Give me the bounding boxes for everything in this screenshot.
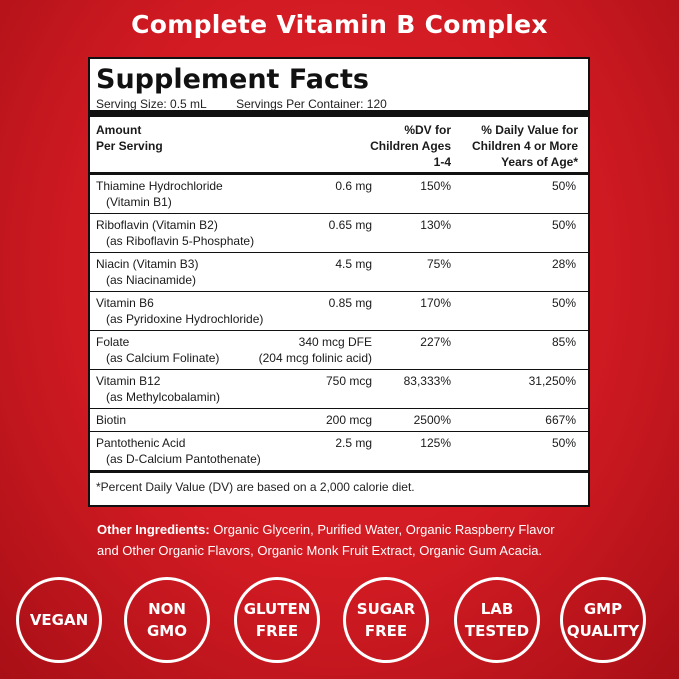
header-dv-older-line1: % Daily Value for: [481, 123, 578, 137]
nutrient-amount: 340 mcg DFE (204 mcg folinic acid): [259, 334, 372, 366]
nutrient-dv-older: 667%: [545, 413, 576, 427]
nutrient-amount: 2.5 mg: [335, 436, 372, 450]
certification-badges: VEGAN NON GMO GLUTEN FREE SUGAR FREE LAB…: [0, 577, 679, 677]
badge-line2: QUALITY: [566, 622, 640, 640]
badge-line2: GMO: [147, 622, 187, 640]
nutrient-name: Vitamin B6: [96, 296, 154, 310]
header-dv-older-line2: Children 4 or More: [471, 139, 578, 153]
badge-line2: FREE: [255, 622, 299, 640]
supplement-facts-panel: Supplement Facts Serving Size: 0.5 mL Se…: [88, 57, 590, 507]
nutrient-amount: 0.65 mg: [328, 218, 372, 232]
footnote: *Percent Daily Value (DV) are based on a…: [96, 480, 415, 494]
nutrient-source: (as Methylcobalamin): [106, 390, 221, 404]
nutrient-name: Riboflavin (Vitamin B2): [96, 218, 218, 232]
badge-line1: SUGAR: [356, 600, 416, 618]
nutrient-amount: 750 mcg: [325, 374, 372, 388]
table-row: Pantothenic Acid (as D-Calcium Pantothena…: [90, 432, 588, 473]
badge-line1: VEGAN: [29, 611, 89, 629]
badge-line1: GMP: [583, 600, 623, 618]
header-dv-children: %DV for Children Ages 1-4: [370, 122, 451, 170]
header-dv-children-line1: %DV for: [404, 123, 451, 137]
nutrient-source: (Vitamin B1): [106, 195, 172, 209]
nutrient-dv-older: 31,250%: [528, 374, 576, 388]
nutrient-name: Folate: [96, 335, 130, 349]
nutrient-dv-children: 75%: [426, 257, 451, 271]
nutrient-amount: 0.85 mg: [328, 296, 372, 310]
header-amount: Amount Per Serving: [96, 122, 163, 154]
nutrient-dv-children: 125%: [420, 436, 451, 450]
non-gmo-badge: NON GMO: [124, 577, 210, 663]
nutrient-dv-older: 50%: [551, 436, 576, 450]
gluten-free-badge: GLUTEN FREE: [234, 577, 320, 663]
table-row: Niacin (Vitamin B3) (as Niacinamide) 4.5 …: [90, 253, 588, 292]
nutrient-name: Vitamin B12: [96, 374, 161, 388]
servings-per-container: Servings Per Container: 120: [236, 97, 387, 111]
ingredients-text: Organic Glycerin, Purified Water, Organi…: [97, 522, 555, 558]
nutrient-dv-children: 150%: [420, 179, 451, 193]
ingredients-label: Other Ingredients:: [97, 522, 210, 537]
table-header: Amount Per Serving %DV for Children Ages…: [90, 117, 588, 175]
badge-line1: NON: [148, 600, 186, 618]
nutrient-dv-older: 50%: [551, 179, 576, 193]
header-dv-children-line3: 1-4: [433, 155, 451, 169]
nutrient-amount: 200 mcg: [325, 413, 372, 427]
nutrient-source: (as D-Calcium Pantothenate): [106, 452, 261, 466]
nutrient-amount: 4.5 mg: [335, 257, 372, 271]
table-row: Folate (as Calcium Folinate) 340 mcg DFE (…: [90, 331, 588, 370]
nutrient-name: Biotin: [96, 413, 127, 427]
table-row: Thiamine Hydrochloride (Vitamin B1) 0.6 m…: [90, 175, 588, 214]
lab-tested-badge: LAB TESTED: [454, 577, 540, 663]
nutrient-dv-older: 85%: [551, 335, 576, 349]
header-dv-older-line3: Years of Age*: [501, 155, 578, 169]
nutrient-dv-children: 130%: [420, 218, 451, 232]
table-row: Riboflavin (Vitamin B2) (as Riboflavin 5-…: [90, 214, 588, 253]
headline: Complete Vitamin B Complex: [131, 10, 548, 39]
header-amount-line1: Amount: [96, 123, 142, 137]
serving-info: Serving Size: 0.5 mL Servings Per Contai…: [90, 95, 588, 117]
table-row: Vitamin B6 (as Pyridoxine Hydrochloride) …: [90, 292, 588, 331]
badge-line2: FREE: [364, 622, 408, 640]
badge-line2: TESTED: [464, 622, 530, 640]
nutrient-amount: 0.6 mg: [335, 179, 372, 193]
sugar-free-badge: SUGAR FREE: [343, 577, 429, 663]
panel-title: Supplement Facts: [96, 64, 369, 95]
nutrient-source: (as Pyridoxine Hydrochloride): [106, 312, 264, 326]
serving-size: Serving Size: 0.5 mL: [96, 97, 207, 111]
nutrient-source: (as Riboflavin 5-Phosphate): [106, 234, 255, 248]
nutrient-dv-older: 50%: [551, 218, 576, 232]
nutrient-amount-primary: 340 mcg DFE: [298, 335, 372, 349]
nutrient-amount-secondary: (204 mcg folinic acid): [258, 351, 372, 365]
nutrient-dv-children: 83,333%: [403, 374, 451, 388]
nutrient-dv-children: 170%: [420, 296, 451, 310]
other-ingredients: Other Ingredients: Organic Glycerin, Pur…: [97, 519, 567, 561]
nutrient-dv-children: 2500%: [413, 413, 451, 427]
header-dv-children-line2: Children Ages: [370, 139, 451, 153]
nutrient-name: Niacin (Vitamin B3): [96, 257, 199, 271]
nutrient-dv-older: 28%: [551, 257, 576, 271]
vegan-badge: VEGAN: [16, 577, 102, 663]
badge-line1: LAB: [480, 600, 514, 618]
nutrient-name: Pantothenic Acid: [96, 436, 186, 450]
nutrient-dv-older: 50%: [551, 296, 576, 310]
table-row: Vitamin B12 (as Methylcobalamin) 750 mcg …: [90, 370, 588, 409]
badge-line1: GLUTEN: [243, 600, 311, 618]
header-dv-older: % Daily Value for Children 4 or More Yea…: [468, 122, 578, 170]
table-row: Biotin 200 mcg 2500% 667%: [90, 409, 588, 432]
nutrient-source: (as Niacinamide): [106, 273, 197, 287]
nutrient-name: Thiamine Hydrochloride: [96, 179, 223, 193]
header-amount-line2: Per Serving: [96, 139, 163, 153]
nutrient-source: (as Calcium Folinate): [106, 351, 220, 365]
gmp-quality-badge: GMP QUALITY: [560, 577, 646, 663]
nutrient-dv-children: 227%: [420, 335, 451, 349]
